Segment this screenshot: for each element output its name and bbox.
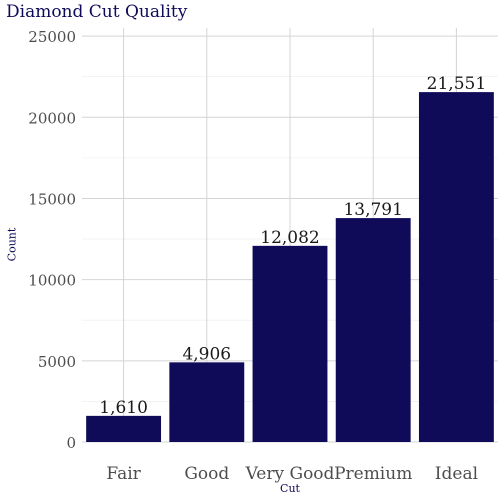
- y-axis-label: Count: [5, 227, 19, 262]
- bar-fair: [86, 415, 162, 442]
- bar-ideal: [418, 92, 494, 443]
- bar-value-label: 12,082: [260, 228, 319, 248]
- chart-title: Diamond Cut Quality: [6, 2, 188, 22]
- x-tick-label: Good: [184, 464, 229, 484]
- x-tick-label: Very Good: [245, 464, 335, 484]
- x-tick-label: Fair: [106, 464, 141, 484]
- bar-value-label: 13,791: [343, 200, 402, 220]
- bar-value-label: 21,551: [427, 74, 486, 94]
- x-tick-label: Premium: [334, 464, 412, 484]
- y-tick-label: 25000: [28, 28, 76, 46]
- y-tick-label: 0: [66, 434, 76, 452]
- y-tick-label: 15000: [28, 190, 76, 208]
- bar-good: [169, 362, 245, 442]
- bar-value-label: 4,906: [182, 344, 231, 364]
- bar-very-good: [252, 245, 328, 442]
- bar-premium: [335, 218, 411, 442]
- x-tick-label: Ideal: [435, 464, 478, 484]
- y-tick-label: 20000: [28, 109, 76, 127]
- x-axis-label: Cut: [280, 482, 300, 495]
- y-tick-label: 10000: [28, 272, 76, 290]
- y-tick-label: 5000: [38, 353, 76, 371]
- bar-value-label: 1,610: [99, 398, 148, 418]
